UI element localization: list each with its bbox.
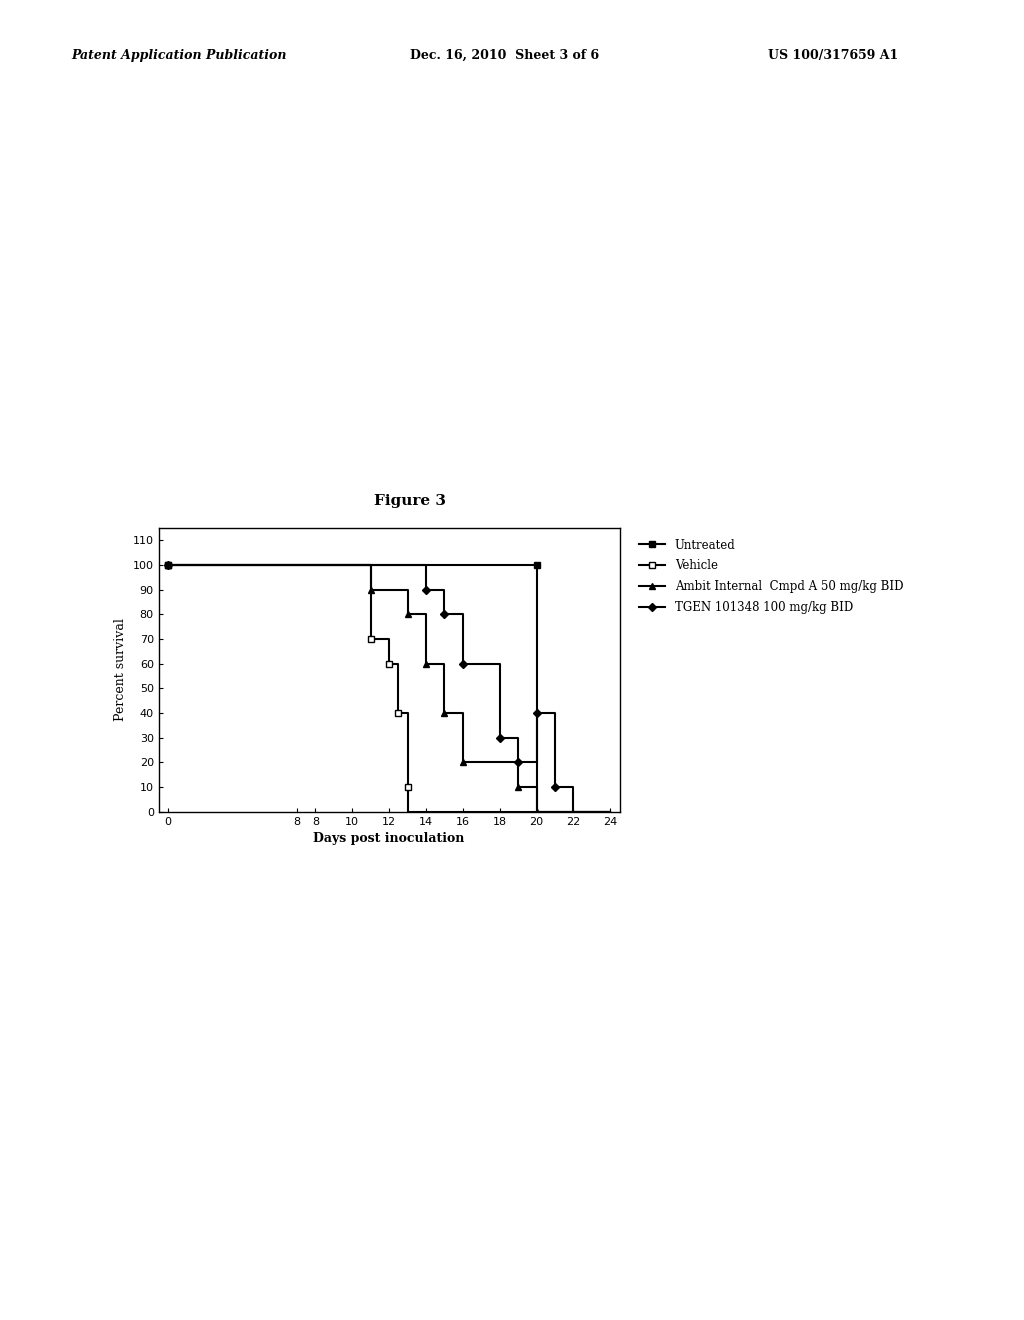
- X-axis label: Days post inoculation: Days post inoculation: [313, 832, 465, 845]
- Text: US 100/317659 A1: US 100/317659 A1: [768, 49, 898, 62]
- Text: Patent Application Publication: Patent Application Publication: [72, 49, 287, 62]
- Y-axis label: Percent survival: Percent survival: [115, 619, 127, 721]
- Text: Figure 3: Figure 3: [374, 494, 445, 508]
- Legend: Untreated, Vehicle, Ambit Internal  Cmpd A 50 mg/kg BID, TGEN 101348 100 mg/kg B: Untreated, Vehicle, Ambit Internal Cmpd …: [635, 533, 908, 618]
- Text: Dec. 16, 2010  Sheet 3 of 6: Dec. 16, 2010 Sheet 3 of 6: [410, 49, 599, 62]
